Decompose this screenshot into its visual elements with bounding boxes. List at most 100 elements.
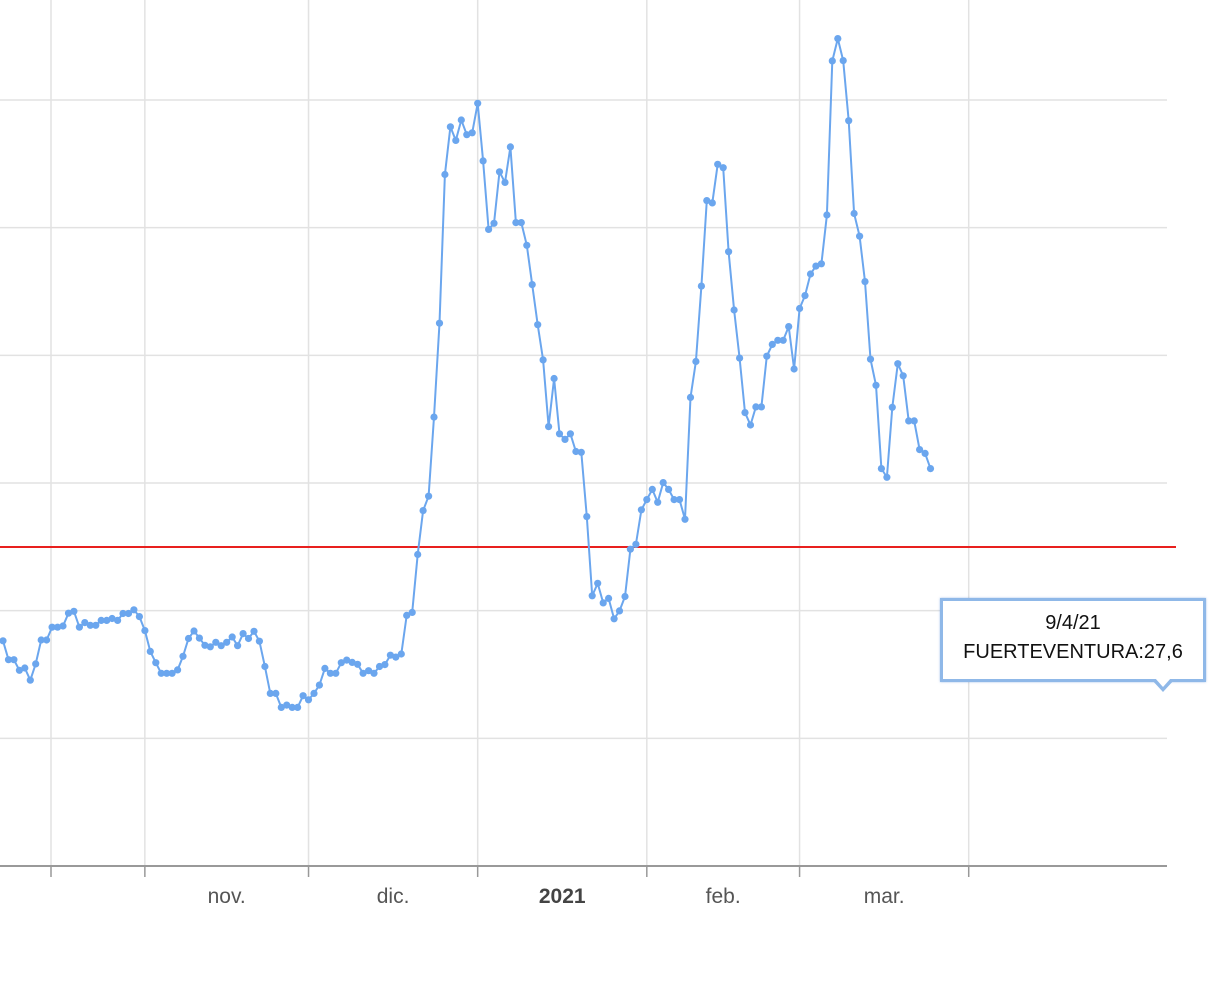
data-point[interactable] [921,449,929,457]
data-point[interactable] [512,219,520,227]
data-point[interactable] [370,669,378,677]
data-point[interactable] [768,340,776,348]
data-point[interactable] [217,642,225,650]
data-point[interactable] [670,496,678,504]
data-point[interactable] [872,381,880,389]
data-point[interactable] [103,616,111,625]
data-point[interactable] [0,637,7,645]
data-point[interactable] [817,260,826,268]
data-point[interactable] [179,652,187,660]
data-point[interactable] [212,638,220,646]
data-point[interactable] [806,270,815,278]
data-point[interactable] [452,136,460,144]
data-point[interactable] [654,498,662,506]
data-point[interactable] [534,321,542,329]
data-point[interactable] [626,545,635,553]
data-point[interactable] [708,199,716,207]
data-point[interactable] [304,696,313,704]
data-point[interactable] [801,292,809,300]
data-point[interactable] [108,614,116,623]
data-point[interactable] [26,676,34,684]
data-point[interactable] [692,357,700,366]
data-point[interactable] [506,143,514,151]
data-point[interactable] [861,278,869,286]
data-point[interactable] [168,669,176,677]
data-point[interactable] [714,160,722,168]
data-point[interactable] [555,430,564,438]
data-point[interactable] [916,446,924,454]
data-point[interactable] [59,622,67,630]
data-point[interactable] [288,703,296,712]
data-point[interactable] [528,281,536,289]
data-point[interactable] [648,485,656,493]
data-point[interactable] [561,435,569,443]
data-point[interactable] [910,417,918,425]
data-point[interactable] [485,225,493,233]
data-point[interactable] [337,659,345,667]
data-point[interactable] [665,485,673,493]
data-point[interactable] [741,409,749,417]
data-point[interactable] [926,465,935,473]
data-point[interactable] [332,669,340,677]
data-point[interactable] [92,621,100,629]
data-point[interactable] [877,465,886,473]
data-point[interactable] [315,681,323,689]
data-point[interactable] [21,664,29,672]
data-point[interactable] [463,131,471,139]
data-point[interactable] [408,608,416,617]
data-point[interactable] [774,336,782,344]
data-point[interactable] [490,219,498,227]
data-point[interactable] [643,496,651,504]
data-point[interactable] [326,669,334,677]
data-point[interactable] [637,506,646,514]
data-point[interactable] [228,633,236,641]
data-point[interactable] [250,627,258,635]
data-point[interactable] [206,643,214,651]
data-point[interactable] [621,592,629,601]
data-point[interactable] [43,636,51,644]
data-point[interactable] [277,703,285,712]
data-point[interactable] [201,641,209,649]
data-point[interactable] [386,651,394,659]
data-point[interactable] [130,606,138,614]
data-point[interactable] [850,209,858,218]
data-point[interactable] [146,647,154,656]
data-point[interactable] [141,627,149,635]
data-point[interactable] [446,123,454,131]
data-point[interactable] [697,282,706,290]
data-point[interactable] [272,689,280,698]
data-point[interactable] [599,599,607,607]
data-point[interactable] [124,609,133,618]
data-point[interactable] [659,479,667,487]
data-point[interactable] [403,611,411,620]
data-point[interactable] [572,447,580,456]
data-point[interactable] [195,634,203,642]
data-point[interactable] [244,634,253,643]
data-point[interactable] [48,623,56,631]
data-point[interactable] [348,658,356,667]
data-point[interactable] [359,669,367,677]
data-point[interactable] [223,638,231,646]
data-point[interactable] [174,666,182,674]
data-point[interactable] [321,664,329,673]
data-point[interactable] [375,662,384,671]
data-point[interactable] [730,306,738,314]
data-point[interactable] [605,594,613,603]
data-point[interactable] [615,607,624,615]
data-point[interactable] [523,241,531,249]
data-point[interactable] [736,354,744,362]
data-point[interactable] [856,232,864,240]
data-point[interactable] [746,421,755,429]
data-point[interactable] [97,616,105,625]
data-point[interactable] [81,619,89,627]
data-point[interactable] [70,607,78,615]
data-point[interactable] [299,692,307,700]
data-point[interactable] [883,473,891,481]
data-point[interactable] [495,168,504,176]
data-point[interactable] [686,393,695,401]
data-point[interactable] [255,637,263,645]
data-point[interactable] [397,650,405,658]
data-point[interactable] [15,666,23,674]
data-point[interactable] [779,336,787,344]
data-point[interactable] [752,403,760,411]
